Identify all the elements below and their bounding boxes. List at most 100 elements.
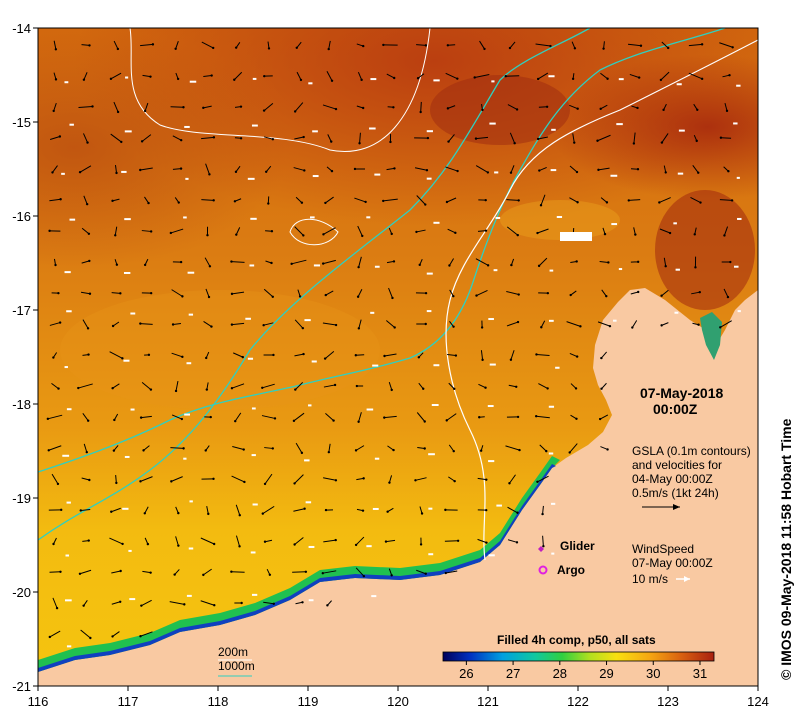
velocity-arrow-head (206, 234, 209, 237)
velocity-arrow (231, 291, 245, 295)
velocity-arrow-head (636, 106, 639, 110)
white-speck (186, 594, 192, 597)
velocity-arrow-head (119, 292, 122, 295)
velocity-arrow (79, 165, 92, 173)
gsla-line-2: and velocities for (632, 458, 722, 472)
velocity-arrow-head (143, 263, 147, 267)
velocity-arrow-head (111, 387, 114, 390)
velocity-arrow (294, 319, 304, 329)
velocity-arrow (445, 72, 458, 80)
velocity-arrow-head (631, 326, 634, 329)
y-tick-label: -18 (12, 397, 31, 412)
velocity-arrow-head (576, 107, 579, 110)
velocity-arrow-head (112, 449, 116, 452)
velocity-arrow (416, 44, 426, 46)
velocity-arrow (52, 597, 58, 609)
velocity-arrow-head (292, 419, 296, 423)
velocity-arrow (264, 447, 273, 449)
velocity-arrow (509, 132, 516, 144)
velocity-arrow (536, 353, 550, 357)
velocity-arrow (235, 227, 241, 235)
velocity-arrow-head (212, 136, 216, 139)
y-tick-label: -20 (12, 585, 31, 600)
velocity-arrow (385, 539, 396, 543)
white-speck (493, 269, 498, 272)
velocity-arrow-head (57, 291, 60, 295)
velocity-arrow-head (361, 509, 365, 512)
velocity-arrow-head (478, 416, 481, 419)
velocity-arrow (264, 136, 273, 140)
velocity-arrow (293, 167, 305, 171)
white-speck (188, 547, 194, 550)
white-speck (130, 312, 136, 315)
velocity-arrow-head (414, 479, 417, 482)
velocity-arrow-head (539, 204, 543, 207)
velocity-arrow (660, 71, 670, 81)
velocity-arrow (142, 74, 151, 78)
velocity-arrow-head (301, 326, 305, 330)
velocity-arrow-head (540, 326, 543, 329)
velocity-arrow (233, 71, 243, 81)
white-speck (737, 310, 741, 313)
velocity-arrow-head (382, 43, 385, 47)
velocity-arrow (599, 261, 609, 263)
velocity-arrow-head (637, 76, 641, 79)
velocity-arrow-head (509, 358, 513, 361)
velocity-arrow (293, 508, 305, 512)
velocity-arrow (448, 258, 455, 266)
velocity-arrow-head (234, 170, 238, 174)
velocity-arrow (80, 291, 91, 295)
velocity-arrow-head (334, 107, 338, 111)
velocity-arrow-head (518, 448, 521, 452)
velocity-arrow-head (699, 201, 702, 204)
velocity-arrow (355, 567, 365, 577)
white-speck (124, 130, 132, 133)
velocity-arrow (538, 383, 548, 389)
velocity-arrow (661, 289, 669, 297)
velocity-arrow-head (327, 450, 331, 454)
velocity-arrow (387, 445, 394, 451)
velocity-arrow (688, 72, 703, 80)
velocity-arrow (417, 447, 425, 449)
white-speck (369, 127, 376, 130)
velocity-arrow (82, 412, 89, 422)
velocity-arrow-head (270, 230, 274, 233)
velocity-arrow-head (534, 415, 538, 418)
velocity-arrow-head (454, 354, 458, 357)
velocity-arrow (140, 631, 153, 637)
velocity-arrow (111, 601, 121, 605)
velocity-arrow (142, 570, 151, 574)
white-speck (64, 271, 71, 274)
velocity-arrow (295, 442, 303, 454)
velocity-arrow (201, 41, 214, 49)
white-speck (304, 459, 310, 462)
white-speck (308, 82, 313, 85)
white-speck (488, 318, 494, 321)
white-speck (188, 313, 194, 316)
velocity-arrow (723, 288, 729, 298)
velocity-arrow (114, 226, 118, 236)
white-speck (426, 130, 433, 133)
velocity-arrow-head (47, 449, 50, 452)
velocity-arrow (719, 42, 733, 48)
velocity-arrow-head (114, 234, 117, 237)
velocity-arrow (322, 570, 337, 574)
velocity-arrow-head (59, 198, 62, 201)
velocity-arrow (141, 415, 152, 419)
velocity-arrow-head (362, 44, 365, 48)
velocity-arrow (328, 443, 331, 453)
velocity-arrow (140, 167, 153, 171)
velocity-arrow (294, 102, 304, 112)
velocity-arrow-head (538, 169, 541, 172)
velocity-arrow-head (730, 199, 734, 202)
velocity-arrow-head (182, 106, 185, 109)
velocity-arrow-head (86, 419, 90, 422)
velocity-arrow (261, 415, 276, 419)
velocity-arrow (111, 507, 121, 513)
velocity-arrow-head (212, 199, 215, 202)
velocity-arrow-head (140, 140, 144, 143)
velocity-arrow (171, 352, 183, 358)
velocity-arrow-head (177, 201, 180, 204)
velocity-arrow-head (326, 604, 329, 607)
velocity-arrow (538, 136, 548, 140)
